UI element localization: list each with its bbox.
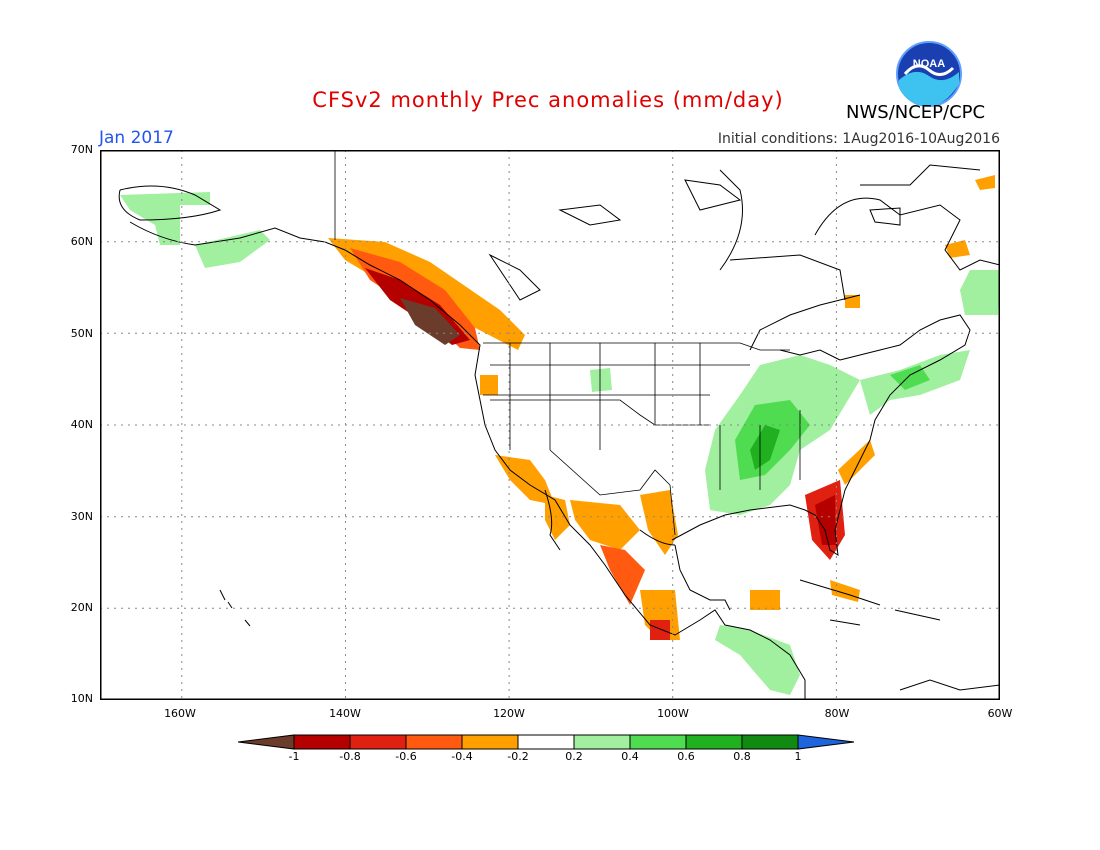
colorbar-swatch: [293, 734, 351, 750]
lon-label: 120W: [493, 707, 525, 720]
political-borders: [334, 150, 801, 536]
colorbar-tick-label: -0.6: [395, 750, 417, 763]
colorbar-left-arrow: [238, 734, 295, 750]
initial-conditions: Initial conditions: 1Aug2016-10Aug2016: [717, 131, 1000, 147]
colorbar-tick-label: 0.4: [621, 750, 639, 763]
colorbar-tick-label: 0.6: [677, 750, 695, 763]
lat-label: 10N: [70, 692, 93, 705]
colorbar-right-arrow: [797, 734, 855, 750]
map-title: CFSv2 monthly Prec anomalies (mm/day): [312, 88, 784, 112]
colorbar-swatch: [573, 734, 631, 750]
lon-label: 140W: [329, 707, 361, 720]
organization-label: NWS/NCEP/CPC: [846, 102, 986, 123]
colorbar-tick-label: 1: [794, 750, 802, 763]
colorbar-tick-label: 0.2: [565, 750, 583, 763]
colorbar-swatch: [741, 734, 799, 750]
negative-anomalies: [328, 175, 995, 640]
graticule: [100, 150, 1000, 700]
lat-label: 70N: [70, 143, 93, 156]
coastlines: [118, 164, 1000, 700]
lon-label: 160W: [164, 707, 196, 720]
noaa-logo-icon: NOAA: [896, 41, 962, 107]
forecast-month: Jan 2017: [99, 128, 174, 148]
colorbar-tick-label: -1: [288, 750, 300, 763]
map-plot-area: [100, 150, 1000, 700]
colorbar-tick-label: -0.4: [451, 750, 473, 763]
colorbar-swatch: [629, 734, 687, 750]
svg-text:NOAA: NOAA: [913, 58, 945, 70]
lon-label: 100W: [657, 707, 689, 720]
colorbar-swatch: [461, 734, 519, 750]
lat-label: 20N: [70, 601, 93, 614]
colorbar-tick-label: -0.2: [507, 750, 529, 763]
colorbar-tick-label: 0.8: [733, 750, 751, 763]
lon-label: 60W: [987, 707, 1013, 720]
colorbar-swatch: [517, 734, 575, 750]
lat-label: 60N: [70, 235, 93, 248]
colorbar: [238, 734, 855, 750]
lon-label: 80W: [824, 707, 850, 720]
colorbar-swatch: [349, 734, 407, 750]
colorbar-swatch: [685, 734, 743, 750]
colorbar-swatch: [405, 734, 463, 750]
lat-label: 50N: [70, 327, 93, 340]
colorbar-tick-label: -0.8: [339, 750, 361, 763]
lat-label: 30N: [70, 510, 93, 523]
lat-label: 40N: [70, 418, 93, 431]
